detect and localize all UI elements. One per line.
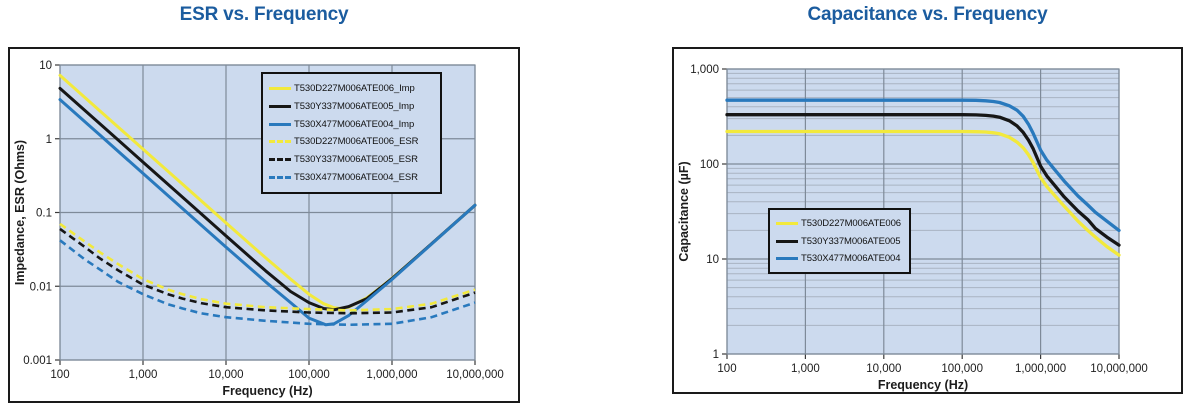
x-tick-label: 10,000 <box>866 363 901 375</box>
legend-item: T530D227M006ATE006_Imp <box>269 83 434 94</box>
legend-item: T530Y337M006ATE005 <box>776 236 903 247</box>
legend-item: T530X477M006ATE004_ESR <box>269 172 434 183</box>
x-tick-label: 1,000,000 <box>1015 363 1066 375</box>
y-tick-label: 1 <box>713 349 719 361</box>
legend-line-swatch <box>776 239 798 243</box>
series-curve <box>59 239 476 327</box>
legend-line-swatch <box>776 222 798 226</box>
y-axis-title: Capacitance (µF) <box>677 161 691 261</box>
y-tick-label: 0.01 <box>30 281 52 293</box>
legend-item: T530D227M006ATE006_ESR <box>269 136 434 147</box>
x-axis-title: Frequency (Hz) <box>878 378 968 392</box>
x-tick-label: 10,000,000 <box>1090 363 1148 375</box>
legend-label: T530D227M006ATE006_Imp <box>294 82 415 94</box>
x-tick-label: 1,000 <box>129 369 158 381</box>
plot-border <box>726 68 1120 355</box>
x-tick-label: 100,000 <box>288 369 330 381</box>
legend-item: T530X477M006ATE004 <box>776 253 903 264</box>
legend-item: T530D227M006ATE006 <box>776 218 903 229</box>
x-tick-label: 100 <box>50 369 69 381</box>
legend-line-swatch <box>269 158 291 162</box>
legend-line-swatch <box>269 176 291 180</box>
series-curve <box>59 222 476 312</box>
x-tick-label: 10,000,000 <box>446 369 504 381</box>
legend-item: T530Y337M006ATE005_ESR <box>269 154 434 165</box>
chart-frame-capacitance: 100 1,000 10,000 100,000 1,000,000 10,000,000… <box>672 47 1183 394</box>
y-tick-label: 1 <box>46 134 52 146</box>
legend-line-swatch <box>269 104 291 108</box>
chart-frame-esr: 100 1,000 10,000 100,000 1,000,000 10,000,000… <box>8 47 520 403</box>
legend-label: T530X477M006ATE004_Imp <box>294 118 415 130</box>
x-tick-label: 100,000 <box>941 363 983 375</box>
legend-label: T530Y337M006ATE005_Imp <box>294 100 415 112</box>
chart-legend-esr: T530D227M006ATE006_Imp T530Y337M006ATE005… <box>261 72 442 194</box>
y-tick-label: 0.001 <box>23 355 52 367</box>
series-curve <box>725 98 1121 233</box>
legend-label: T530X477M006ATE004 <box>801 252 901 264</box>
legend-item: T530X477M006ATE004_Imp <box>269 119 434 130</box>
y-tick-label: 0.1 <box>36 208 52 220</box>
legend-label: T530Y337M006ATE005 <box>801 235 901 247</box>
y-axis-title: Impedance, ESR (Ohms) <box>13 140 27 285</box>
chart-canvas-capacitance: 100 1,000 10,000 100,000 1,000,000 10,000,000… <box>677 64 1148 392</box>
y-tick-label: 100 <box>700 159 719 171</box>
legend-item: T530Y337M006ATE005_Imp <box>269 101 434 112</box>
y-tick-label: 10 <box>706 254 719 266</box>
legend-line-swatch <box>269 140 291 144</box>
legend-label: T530D227M006ATE006 <box>801 218 901 230</box>
y-tick-label: 1,000 <box>690 64 719 76</box>
legend-line-swatch <box>269 86 291 90</box>
legend-label: T530D227M006ATE006_ESR <box>294 136 419 148</box>
legend-line-swatch <box>269 122 291 126</box>
legend-label: T530X477M006ATE004_ESR <box>294 172 418 184</box>
legend-label: T530Y337M006ATE005_ESR <box>294 154 418 166</box>
series-curve <box>725 113 1121 247</box>
x-tick-label: 10,000 <box>208 369 243 381</box>
x-tick-label: 1,000,000 <box>366 369 417 381</box>
series-curve <box>58 98 477 327</box>
x-tick-label: 100 <box>717 363 736 375</box>
x-axis-title: Frequency (Hz) <box>222 384 312 398</box>
plot-border <box>59 64 476 361</box>
chart-legend-capacitance: T530D227M006ATE006 T530Y337M006ATE005 T530… <box>768 208 911 274</box>
x-tick-label: 1,000 <box>791 363 820 375</box>
y-tick-label: 10 <box>39 60 52 72</box>
chart-title-capacitance: Capacitance vs. Frequency <box>807 4 1048 25</box>
series-curve <box>725 129 1121 257</box>
series-curve <box>59 227 476 315</box>
chart-title-esr: ESR vs. Frequency <box>179 4 349 25</box>
legend-line-swatch <box>776 256 798 260</box>
